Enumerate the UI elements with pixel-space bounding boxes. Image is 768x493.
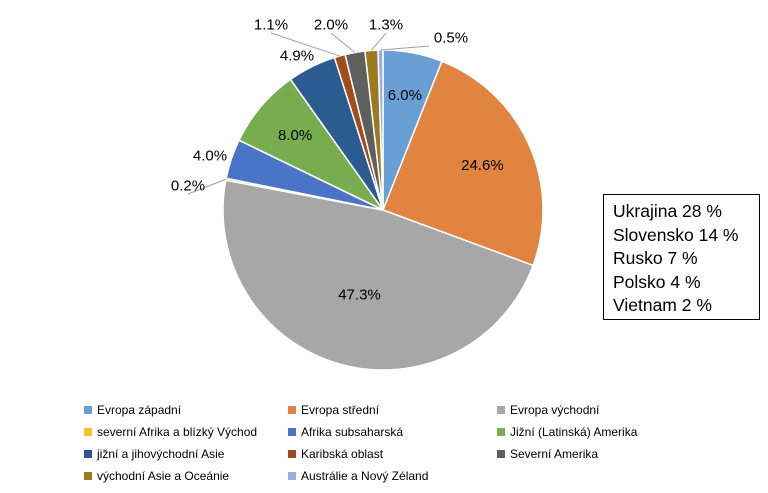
slice-label: 6.0% (388, 87, 422, 104)
leader-line (270, 32, 340, 57)
legend-swatch (84, 450, 92, 458)
note-line: Polsko 4 % (613, 271, 701, 292)
legend-label: Severní Amerika (510, 447, 598, 461)
leader-line (187, 178, 227, 195)
country-note-box: Ukrajina 28 % Slovensko 14 % Rusko 7 % P… (603, 194, 760, 320)
pie-slice (382, 60, 544, 267)
legend: Evropa západní Evropa střední Evropa výcho… (84, 403, 638, 483)
slice-label: 24.6% (461, 157, 504, 174)
leader-line (330, 32, 356, 53)
legend-label: východní Asie a Oceánie (97, 469, 229, 483)
legend-swatch (497, 450, 505, 458)
legend-label: Afrika subsaharská (301, 425, 403, 439)
slice-labels: 6.0% 24.6% 47.3% 0.2% 4.0% 8.0% 4.9% 1.1% 2.0% 1.… (171, 17, 504, 304)
legend-label: Austrálie a Nový Zéland (301, 469, 428, 483)
note-line: Slovensko 14 % (613, 224, 739, 245)
legend-swatch (288, 472, 296, 480)
slice-label: 2.0% (314, 17, 348, 34)
legend-label: Evropa východní (510, 403, 600, 417)
slice-label: 0.5% (434, 30, 468, 47)
legend-swatch (84, 428, 92, 436)
legend-swatch (288, 406, 296, 414)
legend-label: Karibská oblast (301, 447, 384, 461)
legend-label: severní Afrika a blízký Východ (97, 425, 257, 439)
slice-label: 1.1% (254, 17, 288, 34)
legend-label: Evropa západní (97, 403, 182, 417)
legend-swatch (497, 406, 505, 414)
legend-label: jižní a jihovýchodní Asie (96, 447, 225, 461)
legend-swatch (497, 428, 505, 436)
slice-label: 0.2% (171, 178, 205, 195)
legend-swatch (288, 428, 296, 436)
legend-swatch (84, 406, 92, 414)
leader-line (380, 45, 430, 51)
legend-swatch (288, 450, 296, 458)
slice-label: 1.3% (369, 17, 403, 34)
slice-label: 8.0% (278, 127, 312, 144)
note-line: Vietnam 2 % (613, 295, 712, 315)
pie-slice (222, 179, 535, 371)
note-line: Ukrajina 28 % (613, 201, 722, 221)
leader-line (371, 32, 387, 51)
legend-label: Jižní (Latinská) Amerika (510, 425, 638, 439)
legend-label: Evropa střední (301, 403, 380, 417)
slice-label: 47.3% (338, 286, 381, 303)
pie-slices (222, 49, 544, 371)
slice-label: 4.0% (193, 148, 227, 165)
leader-lines (187, 32, 430, 195)
note-line: Rusko 7 % (613, 248, 698, 268)
legend-swatch (84, 472, 92, 480)
slice-label: 4.9% (280, 48, 314, 65)
